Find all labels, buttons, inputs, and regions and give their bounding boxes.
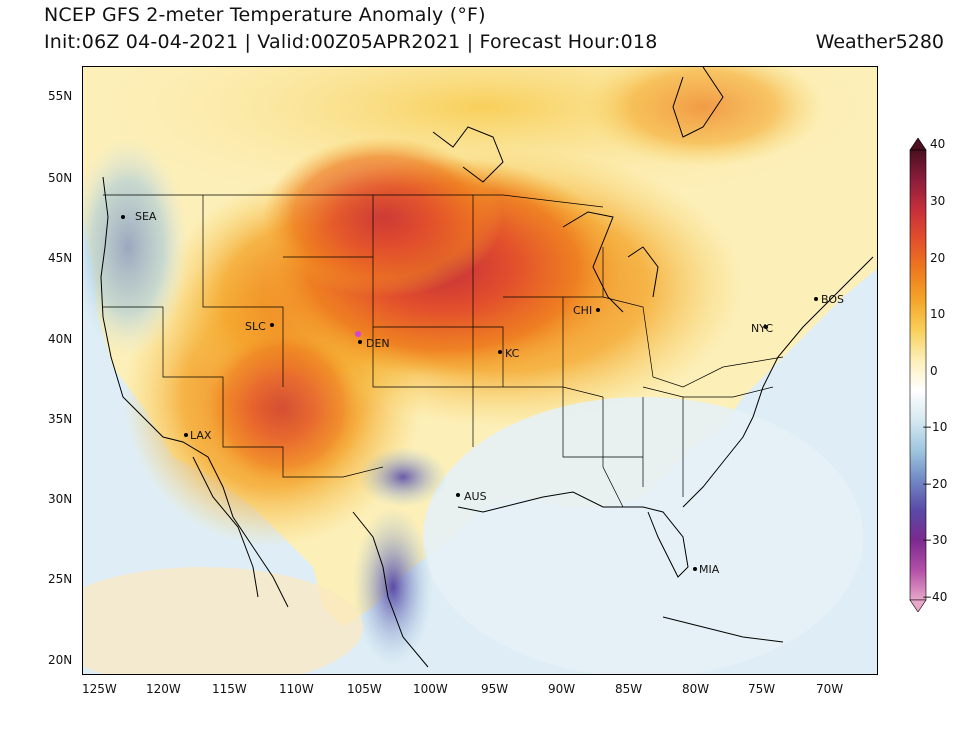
city-dot-kc bbox=[498, 350, 502, 354]
lon-tick: 115W bbox=[212, 682, 247, 696]
southeast-cool-field bbox=[423, 397, 863, 674]
dakotas-hot-core bbox=[263, 137, 503, 297]
city-dot-bos bbox=[814, 297, 818, 301]
lat-tick: 50N bbox=[48, 171, 73, 185]
state-borders bbox=[103, 194, 784, 508]
colorbar-label: −20 bbox=[922, 477, 948, 491]
map-panel: SEA SLC DEN LAX KC CHI NYC BOS AUS MIA bbox=[82, 66, 878, 675]
city-dot-den bbox=[358, 340, 362, 344]
brand-label: Weather5280 bbox=[815, 31, 944, 53]
colorbar-top-arrow bbox=[909, 138, 927, 151]
city-label-nyc: NYC bbox=[751, 322, 774, 335]
lon-tick: 120W bbox=[146, 682, 181, 696]
map-subtitle: Init:06Z 04-04-2021 | Valid:00Z05APR2021… bbox=[44, 31, 658, 53]
colorbar-bottom-arrow bbox=[909, 599, 927, 612]
hudson-warm-field bbox=[583, 67, 823, 167]
colorbar-label: −10 bbox=[922, 420, 948, 434]
lon-tick: 70W bbox=[816, 682, 844, 696]
lon-tick: 75W bbox=[748, 682, 776, 696]
lat-tick: 30N bbox=[48, 492, 73, 506]
lon-tick: 125W bbox=[82, 682, 117, 696]
city-label-bos: BOS bbox=[821, 293, 844, 306]
city-label-mia: MIA bbox=[699, 563, 720, 576]
lat-tick: 35N bbox=[48, 412, 73, 426]
colorbar-label: −40 bbox=[922, 590, 948, 604]
lat-tick: 40N bbox=[48, 332, 73, 346]
city-label-sea: SEA bbox=[135, 210, 157, 223]
northwest-cool-field bbox=[83, 137, 188, 357]
pacific-mild-field bbox=[83, 567, 363, 674]
lon-tick: 85W bbox=[615, 682, 643, 696]
city-dot-slc bbox=[270, 323, 274, 327]
lon-tick: 105W bbox=[347, 682, 382, 696]
lat-tick: 25N bbox=[48, 572, 73, 586]
city-label-kc: KC bbox=[505, 347, 520, 360]
city-dot-mia bbox=[693, 567, 697, 571]
city-label-den: DEN bbox=[366, 337, 390, 350]
lat-tick: 55N bbox=[48, 89, 73, 103]
colorbar-label: 20 bbox=[930, 251, 946, 265]
city-dot-sea bbox=[121, 215, 125, 219]
map-title: NCEP GFS 2-meter Temperature Anomaly (°F… bbox=[44, 4, 486, 26]
city-dot-nyc bbox=[764, 325, 768, 329]
city-label-slc: SLC bbox=[245, 320, 266, 333]
lat-tick: 45N bbox=[48, 251, 73, 265]
lon-tick: 90W bbox=[548, 682, 576, 696]
lon-tick: 110W bbox=[279, 682, 314, 696]
lat-tick: 20N bbox=[48, 653, 73, 667]
colorbar-label: 30 bbox=[930, 194, 946, 208]
city-dot-lax bbox=[184, 433, 188, 437]
city-label-aus: AUS bbox=[464, 490, 487, 503]
city-markers bbox=[121, 215, 818, 571]
texas-cold-pocket bbox=[358, 447, 448, 507]
colorbar-label: 0 bbox=[930, 364, 938, 378]
city-dot-aus bbox=[456, 493, 460, 497]
colorbar-label: 10 bbox=[930, 307, 946, 321]
colorbar-label: 40 bbox=[930, 137, 946, 151]
colorbar bbox=[909, 138, 927, 612]
denver-highlight bbox=[355, 331, 361, 337]
lon-tick: 100W bbox=[413, 682, 448, 696]
temperature-anomaly-map bbox=[83, 67, 877, 674]
colorbar-label: −30 bbox=[922, 533, 948, 547]
lon-tick: 80W bbox=[682, 682, 710, 696]
city-dot-chi bbox=[596, 308, 600, 312]
city-label-chi: CHI bbox=[573, 304, 593, 317]
mexico-cold-pocket bbox=[353, 507, 433, 667]
lon-tick: 95W bbox=[481, 682, 509, 696]
city-label-lax: LAX bbox=[190, 429, 212, 442]
